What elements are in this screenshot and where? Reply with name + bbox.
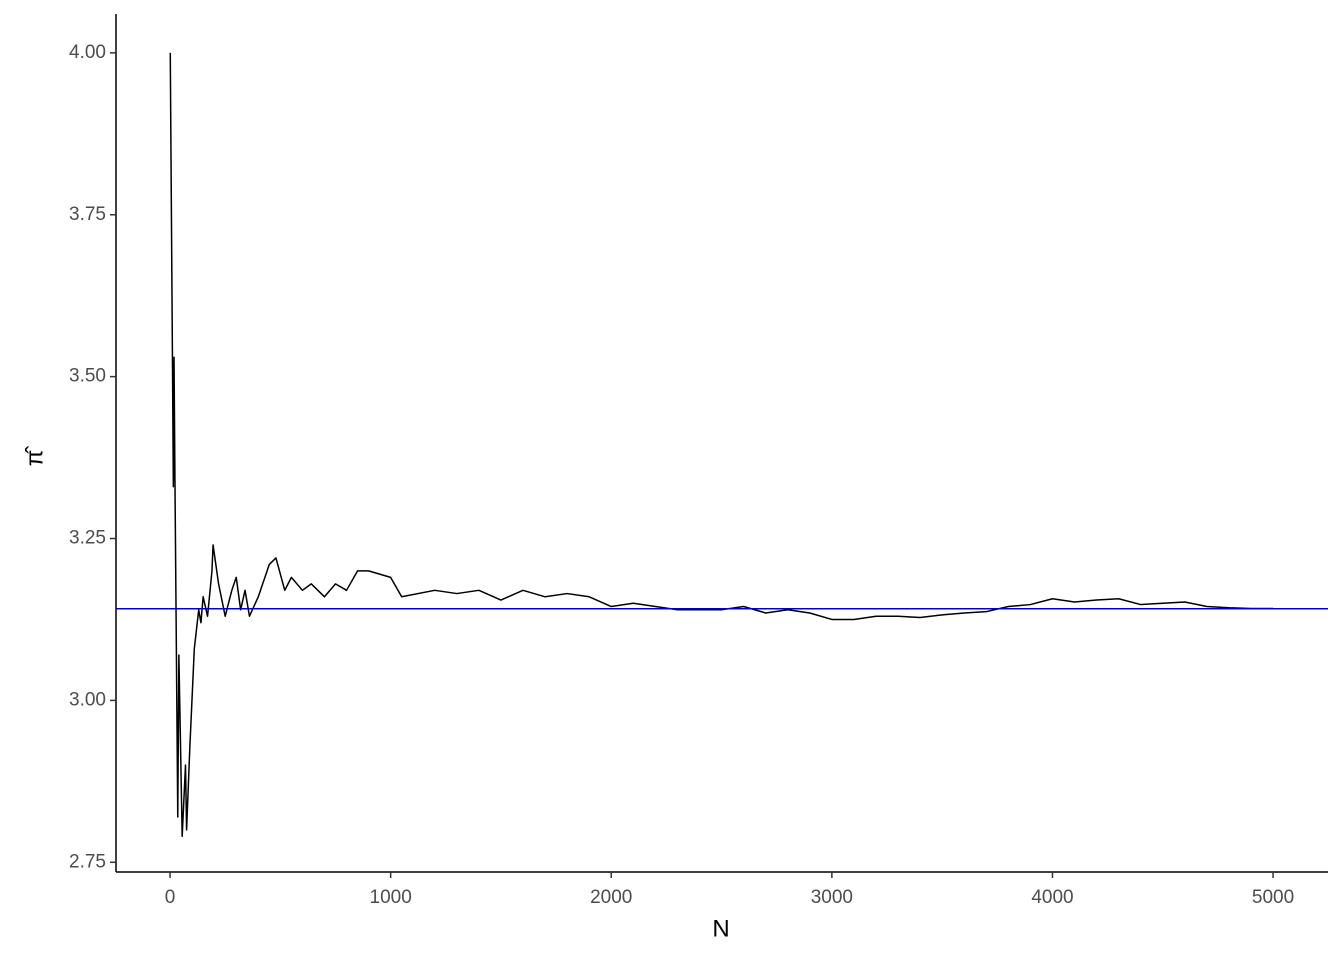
y-tick-label: 3.00 bbox=[69, 689, 106, 710]
y-tick-label: 2.75 bbox=[69, 851, 106, 872]
y-tick-label: 3.25 bbox=[69, 528, 106, 549]
x-tick-label: 2000 bbox=[590, 887, 632, 908]
x-tick-label: 4000 bbox=[1031, 887, 1073, 908]
x-tick-label: 5000 bbox=[1252, 887, 1294, 908]
y-tick-label: 3.75 bbox=[69, 204, 106, 225]
y-axis-title: π̂ bbox=[21, 446, 48, 467]
x-tick-label: 1000 bbox=[370, 887, 412, 908]
x-tick-label: 0 bbox=[165, 887, 176, 908]
y-tick-label: 4.00 bbox=[69, 42, 106, 63]
x-axis-title: N bbox=[712, 915, 729, 942]
x-tick-label: 3000 bbox=[811, 887, 853, 908]
data-line bbox=[169, 52, 1274, 838]
y-tick-label: 3.50 bbox=[69, 366, 106, 387]
